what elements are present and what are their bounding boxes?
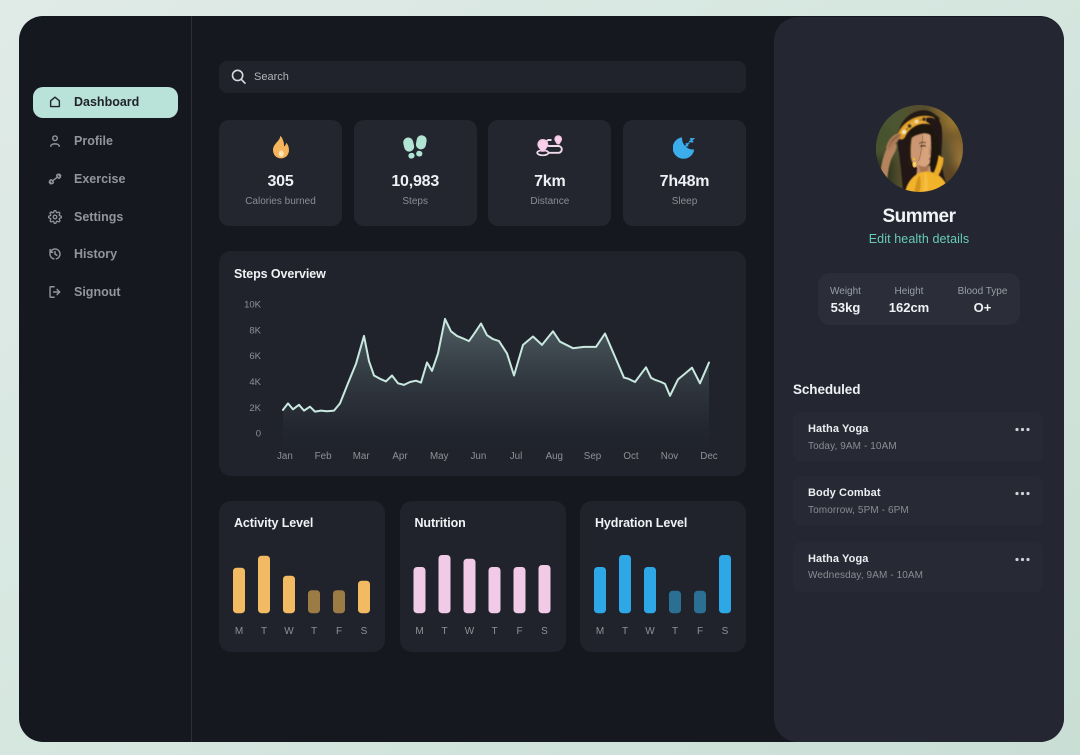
svg-text:F: F bbox=[697, 626, 703, 637]
svg-text:Jul: Jul bbox=[510, 451, 523, 462]
svg-text:Nov: Nov bbox=[661, 451, 679, 462]
svg-text:10K: 10K bbox=[244, 300, 262, 311]
svg-text:M: M bbox=[596, 626, 604, 637]
svg-text:Aug: Aug bbox=[546, 451, 563, 462]
svg-text:Mar: Mar bbox=[353, 451, 371, 462]
svg-text:Jan: Jan bbox=[277, 451, 293, 462]
svg-text:Feb: Feb bbox=[315, 451, 332, 462]
svg-text:4K: 4K bbox=[249, 377, 261, 388]
svg-text:T: T bbox=[311, 626, 317, 637]
svg-text:S: S bbox=[722, 626, 729, 637]
svg-text:Dec: Dec bbox=[700, 451, 718, 462]
svg-text:May: May bbox=[430, 451, 449, 462]
svg-text:6K: 6K bbox=[249, 351, 261, 362]
svg-text:T: T bbox=[261, 626, 267, 637]
svg-text:T: T bbox=[672, 626, 678, 637]
svg-text:Apr: Apr bbox=[392, 451, 408, 462]
svg-text:S: S bbox=[361, 626, 368, 637]
svg-text:0: 0 bbox=[256, 429, 261, 440]
svg-text:F: F bbox=[336, 626, 342, 637]
svg-text:M: M bbox=[235, 626, 243, 637]
svg-text:8K: 8K bbox=[249, 326, 261, 337]
svg-text:W: W bbox=[645, 626, 655, 637]
svg-text:W: W bbox=[284, 626, 294, 637]
svg-text:S: S bbox=[541, 626, 548, 637]
svg-text:Sep: Sep bbox=[584, 451, 602, 462]
svg-text:Oct: Oct bbox=[623, 451, 639, 462]
svg-text:T: T bbox=[491, 626, 497, 637]
svg-text:T: T bbox=[441, 626, 447, 637]
svg-text:M: M bbox=[415, 626, 423, 637]
svg-text:W: W bbox=[465, 626, 475, 637]
svg-text:F: F bbox=[516, 626, 522, 637]
svg-text:2K: 2K bbox=[249, 403, 261, 414]
svg-text:Jun: Jun bbox=[471, 451, 487, 462]
svg-text:T: T bbox=[622, 626, 628, 637]
